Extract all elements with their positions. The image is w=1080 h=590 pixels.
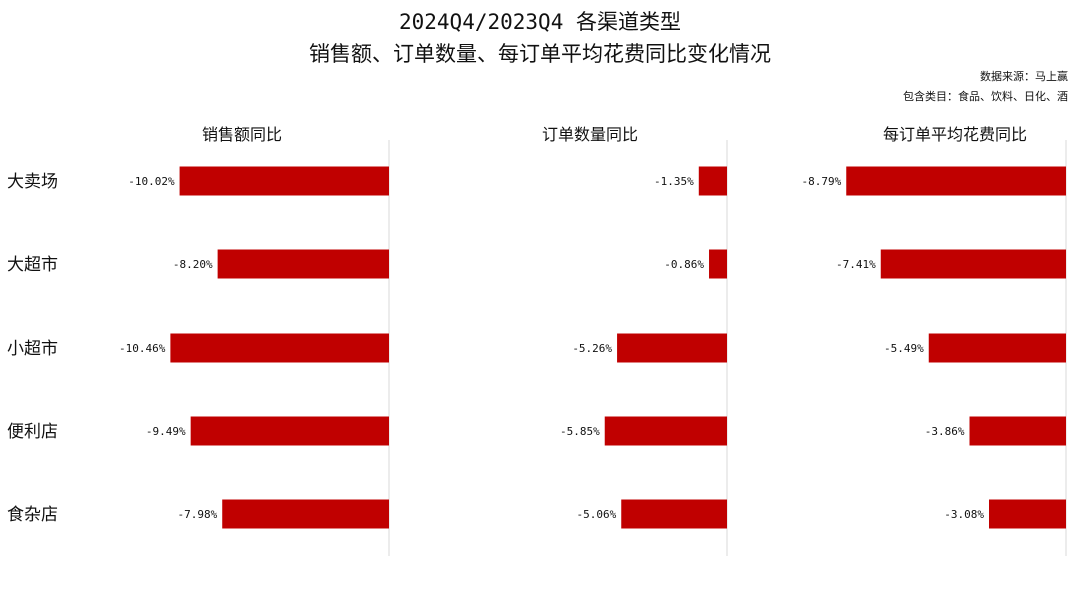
bar bbox=[604, 416, 727, 446]
chart-title-line1: 2024Q4/2023Q4 各渠道类型 bbox=[398, 10, 681, 34]
data-label: -8.20% bbox=[173, 258, 213, 271]
bar bbox=[846, 166, 1066, 196]
bar bbox=[222, 499, 389, 529]
panel-title: 销售额同比 bbox=[202, 125, 282, 144]
bar bbox=[698, 166, 727, 196]
data-label: -5.06% bbox=[576, 508, 616, 521]
data-source-note: 数据来源：马上赢 bbox=[980, 70, 1068, 83]
bar bbox=[880, 249, 1066, 279]
bar bbox=[969, 416, 1066, 446]
data-label: -9.49% bbox=[146, 425, 186, 438]
category-label: 小超市 bbox=[7, 339, 58, 359]
data-label: -3.86% bbox=[925, 425, 965, 438]
bar bbox=[170, 333, 389, 363]
category-label: 大超市 bbox=[7, 255, 58, 275]
bar bbox=[709, 249, 727, 279]
bar bbox=[928, 333, 1066, 363]
data-label: -5.26% bbox=[572, 342, 612, 355]
panel-title: 订单数量同比 bbox=[542, 125, 638, 144]
chart-title-line2: 销售额、订单数量、每订单平均花费同比变化情况 bbox=[309, 42, 771, 66]
category-label: 便利店 bbox=[7, 422, 58, 442]
panel-title: 每订单平均花费同比 bbox=[883, 125, 1027, 144]
bar bbox=[179, 166, 389, 196]
data-label: -10.02% bbox=[128, 175, 175, 188]
bar bbox=[217, 249, 389, 279]
data-label: -1.35% bbox=[654, 175, 694, 188]
data-label: -3.08% bbox=[944, 508, 984, 521]
bar bbox=[621, 499, 727, 529]
data-label: -7.98% bbox=[177, 508, 217, 521]
data-label: -8.79% bbox=[802, 175, 842, 188]
bar bbox=[989, 499, 1066, 529]
data-label: -5.49% bbox=[884, 342, 924, 355]
data-label: -5.85% bbox=[560, 425, 600, 438]
data-label: -10.46% bbox=[119, 342, 166, 355]
bar bbox=[617, 333, 727, 363]
bar bbox=[190, 416, 389, 446]
data-label: -0.86% bbox=[664, 258, 704, 271]
category-label: 大卖场 bbox=[7, 172, 58, 192]
categories-note: 包含类目：食品、饮料、日化、酒 bbox=[903, 90, 1068, 103]
data-label: -7.41% bbox=[836, 258, 876, 271]
category-label: 食杂店 bbox=[7, 505, 58, 525]
